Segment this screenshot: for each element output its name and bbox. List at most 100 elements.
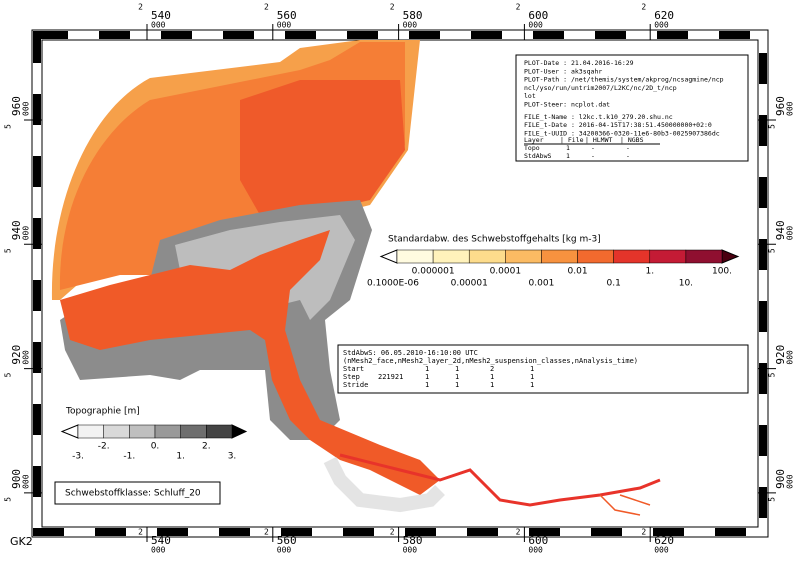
colorbar-segment [577,249,614,264]
topo-label: 2. [202,442,211,452]
info-table-cell: Topo [524,144,540,152]
y-tick-label: 5 [768,372,777,377]
y-tick-label: 000 [786,101,795,116]
topography-title: Topographie [m] [65,407,140,417]
channel-area [60,230,440,495]
x-tick-label: 2 [390,528,395,537]
x-tick-label: 000 [528,546,543,555]
x-tick-label: 2 [390,3,395,12]
var-info-cell: 1 [530,365,534,373]
y-tick-label: 000 [22,101,31,116]
y-tick-label: 940 [10,220,23,240]
river-banks [323,456,445,513]
x-tick-label: 000 [528,21,543,30]
x-tick-label: 560 [277,534,297,547]
river-branch [599,494,651,516]
river [339,453,661,507]
class-box [54,481,221,505]
var-info-cell: 1 [455,365,459,373]
y-tick-label: 900 [774,469,787,489]
x-tick-label: 2 [516,528,521,537]
colorbar-segment [505,249,542,264]
y-tick-label: 5 [768,248,777,253]
x-tick-label: 000 [277,546,292,555]
var-info-cell: 1 [425,381,429,389]
colorbar-label: 10. [679,279,693,289]
y-tick-label: 5 [4,248,13,253]
var-info-cell: 1 [425,373,429,381]
x-tick-label: 2 [641,528,646,537]
info-line: lot [524,92,536,100]
info-table-cell: - [626,152,630,160]
topo-label: 0. [151,442,160,452]
var-info-cell: 1 [490,381,494,389]
x-tick-label: 620 [654,534,674,547]
y-tick-label: 5 [4,372,13,377]
class-label: Schwebstoffklasse: Schluff_20 [65,489,201,499]
var-info-line: StdAbwS: 06.05.2010-16:10:00 UTC [343,349,478,357]
info-table-cell: 1 [566,152,570,160]
topo-segment [206,424,233,439]
info-line: ncl/yso/run/untrim2007/L2KC/nc/2D_t/ncp [524,84,677,92]
colorbar-segment [396,249,434,264]
x-tick-label: 2 [138,3,143,12]
x-tick-label: 600 [528,9,548,22]
colorbar-segment [541,249,578,264]
x-tick-label: 2 [264,3,269,12]
var-info-cell: 1 [490,373,494,381]
info-line: PLOT-Steer: ncplot.dat [524,101,610,109]
topo-segment [129,424,156,439]
var-info-cell: Step [343,373,360,381]
x-tick-label: 000 [403,21,418,30]
topo-segment [103,424,130,439]
map [51,40,661,516]
x-tick-label: 000 [654,21,669,30]
colorbar-segment [432,249,470,264]
info-table-cell: Layer [524,136,544,144]
high-area [240,80,405,215]
colorbar-title: Standardabw. des Schwebstoffgehalts [kg … [388,235,601,245]
var-info-cell: 1 [530,381,534,389]
x-tick-label: 560 [277,9,297,22]
colorbar-label: 100. [712,267,732,277]
var-info-cell: 221921 [378,373,403,381]
x-tick-label: 000 [403,546,418,555]
x-tick-label: 600 [528,534,548,547]
colorbar-label: 0.00001 [451,279,488,289]
y-tick-label: 000 [22,350,31,365]
plot-info-box [515,54,749,162]
var-info-cell: 1 [455,373,459,381]
topo-label: 3. [228,452,237,462]
var-info-cell: 1 [425,365,429,373]
info-line: PLOT-Date : 21.04.2016-16:29 [524,59,634,67]
x-tick-label: 580 [403,9,423,22]
y-tick-label: 920 [774,345,787,365]
colorbar-segment [468,249,506,264]
info-line: FILE_t-UUID : 34200366-0320-11e6-80b3-00… [524,129,720,137]
colorbar-label: 0.001 [529,279,555,289]
colorbar-label: 0.1 [607,279,621,289]
topo-segment [77,424,104,439]
variable-info-box [337,344,749,394]
y-tick-label: 920 [10,345,23,365]
y-tick-label: 5 [768,497,777,502]
var-info-cell: 1 [455,381,459,389]
x-tick-label: 580 [403,534,423,547]
frame-outer [31,29,769,538]
x-tick-label: 000 [654,546,669,555]
var-info-cell: Stride [343,381,368,389]
colorbar-segment [613,249,651,264]
topo-label: -3. [72,452,84,462]
info-line: FILE_t-Date : 2016-04-15T17:38:51.450000… [524,121,712,129]
info-line: PLOT-User : ak3sqahr [524,67,602,75]
y-tick-label: 900 [10,469,23,489]
info-table-cell: - [626,144,630,152]
grid-label: GK2 [10,535,33,548]
y-tick-label: 960 [774,96,787,116]
var-info-cell: 2 [490,365,494,373]
colorbar-label: 0.01 [568,267,588,277]
x-tick-label: 2 [138,528,143,537]
var-info-cell: Start [343,365,364,373]
colorbar-label: 0.1000E-06 [367,279,419,289]
